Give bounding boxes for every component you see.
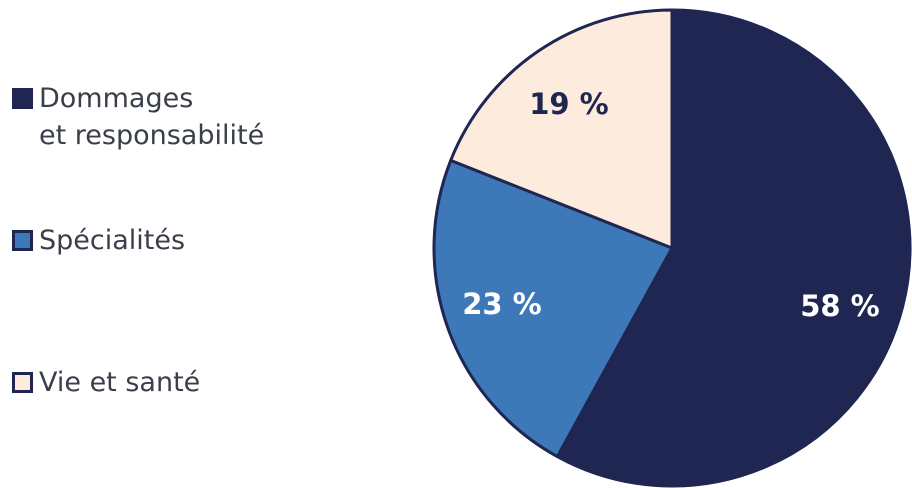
legend-label-dommages: Dommages et responsabilité (39, 83, 265, 151)
legend-swatch-vie-sante (12, 372, 33, 393)
pie-slice-vie-sante (449, 8, 674, 250)
legend-label-vie-sante: Vie et santé (39, 367, 201, 398)
legend-item-specialites: Spécialités (12, 222, 185, 259)
pie-slice-labels: 58 % 23 % 19 % (462, 87, 880, 323)
legend-item-dommages: Dommages et responsabilité (12, 80, 264, 154)
slice-label-specialites: 23 % (462, 287, 542, 321)
legend-swatch-specialites (12, 230, 33, 251)
slice-label-vie-sante: 19 % (529, 87, 609, 121)
legend-swatch-dommages (12, 88, 33, 109)
pie-slice-specialites (432, 158, 674, 459)
legend-item-vie-sante: Vie et santé (12, 364, 200, 401)
legend-label-specialites: Spécialités (39, 225, 186, 256)
slice-label-dommages: 58 % (800, 289, 880, 323)
chart-legend: Dommages et responsabilité Spécialités V… (12, 0, 392, 488)
pie-slices (432, 8, 912, 488)
pie-slice-dommages (555, 8, 912, 488)
